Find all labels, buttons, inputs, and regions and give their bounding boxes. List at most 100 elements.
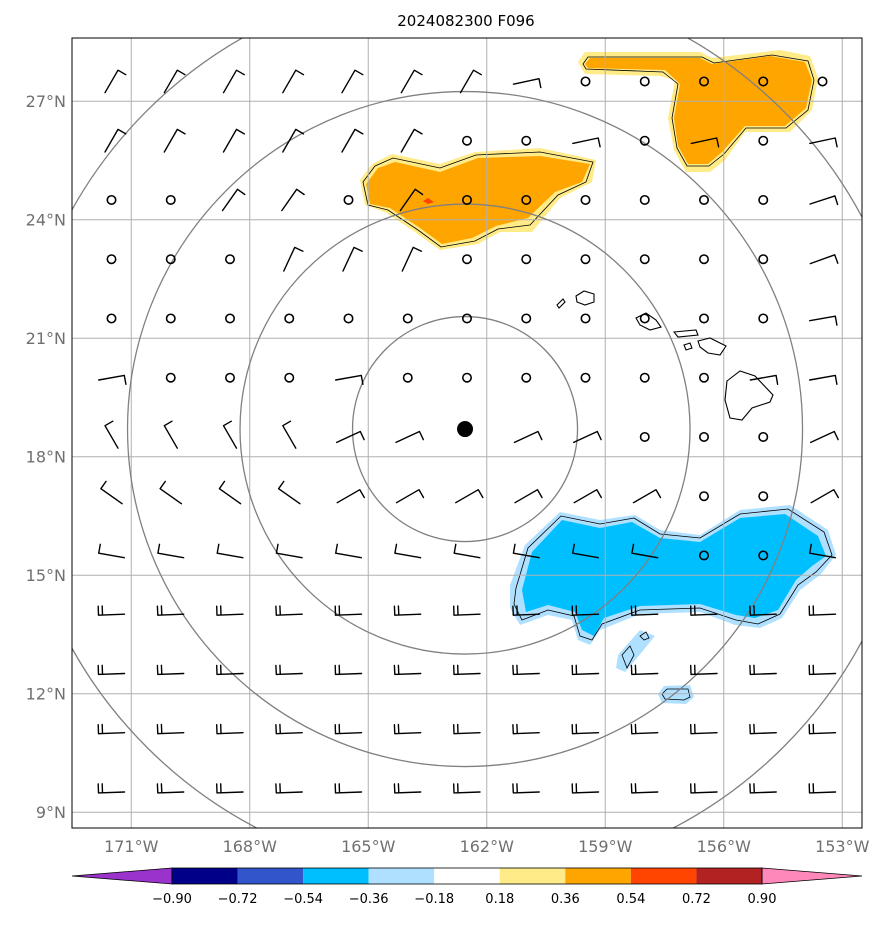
longitude-tick-labels: 171°W 168°W 165°W 162°W 159°W 156°W 153°W [104,837,870,856]
wind-barb [809,315,838,326]
colorbar-extend-high [761,867,863,885]
calm-wind-marker [758,254,769,265]
wind-barb [808,605,837,616]
wind-barb [630,605,659,616]
wind-barb [630,783,659,794]
calm-wind-marker [106,254,117,265]
calm-wind-marker [521,372,532,383]
lon-tick-label: 159°W [578,837,633,856]
calm-wind-marker [521,254,532,265]
calm-wind-marker [639,372,650,383]
calm-wind-marker [639,76,650,87]
calm-wind-marker [284,313,295,324]
wind-barb [336,430,365,444]
small-negative-anomaly-1 [616,630,655,672]
wind-barb [453,605,481,616]
calm-wind-marker [758,313,769,324]
colorbar-tick-label: −0.18 [414,892,454,907]
calm-wind-marker [461,135,472,146]
wind-barb [453,783,481,794]
colorbar-segment [368,868,435,884]
big-island [724,370,774,421]
lat-tick-label: 9°N [36,803,66,822]
calm-wind-marker [461,194,472,205]
wind-barb [400,128,423,153]
calm-wind-marker [580,76,591,87]
wind-barb [222,128,245,153]
wind-barb [97,664,126,676]
storm-center-marker [457,421,474,438]
calm-wind-marker [758,491,769,502]
northeast-contour [582,54,815,167]
calm-wind-marker [165,313,176,324]
wind-barb [104,69,127,94]
wind-barb [809,543,836,559]
wind-barb [690,783,718,794]
wind-barb [571,664,600,676]
lat-tick-label: 15°N [26,566,66,585]
range-ring [126,90,804,768]
lanai-island [683,342,693,351]
small-contour-3 [661,688,691,701]
wind-barb [394,543,422,559]
calm-wind-marker [225,372,236,383]
colorbar-tick-label: 0.54 [616,892,645,907]
wind-barb [690,664,718,676]
central-contour [362,151,594,248]
wind-barb [571,723,600,735]
wind-barb [810,430,839,444]
lat-tick-label: 18°N [26,448,66,467]
wind-barb [459,69,482,94]
lon-tick-label: 171°W [104,837,159,856]
wind-barb [393,723,422,735]
colorbar-segment [565,868,631,884]
map-panel [72,38,862,828]
calm-wind-marker [165,254,176,265]
colorbar-segment [630,868,697,884]
wind-barb [571,605,600,616]
wind-barb [104,420,119,449]
wind-barbs [97,69,839,794]
wind-barb [810,489,839,504]
calm-wind-marker [639,135,650,146]
calm-wind-marker [521,135,532,146]
lon-tick-label: 165°W [341,837,396,856]
wind-barb [156,723,185,735]
wind-barb [809,254,839,265]
wind-barb [216,605,244,616]
wind-barb [157,543,185,559]
colorbar-tick-label: 0.36 [551,892,580,907]
wind-barb [282,69,305,94]
colorbar-segment [499,868,566,884]
colorbar-segment [237,868,304,884]
wind-barb [572,137,601,148]
colorbar-segment [434,868,500,884]
wind-barb [749,664,777,676]
calm-wind-marker [639,431,650,442]
wind-barb [632,489,662,504]
calm-wind-marker [580,254,591,265]
calm-wind-marker [639,313,650,324]
wind-barb [156,783,185,794]
wind-barb [395,489,425,504]
wind-barb [98,374,127,385]
colorbar-tick-label: −0.36 [349,892,389,907]
wind-barb [97,723,126,735]
wind-barb [512,783,540,794]
wind-barb [749,783,777,794]
northeast-positive-anomaly-inner [585,56,812,164]
colorbar-tick-label: 0.72 [682,892,711,907]
wind-barb [104,128,127,153]
wind-barb [808,664,837,676]
wind-barb [809,137,838,148]
wind-barb [335,543,362,559]
wind-barb [809,374,838,385]
wind-barb [514,489,543,504]
latitude-tick-labels: 27°N 24°N 21°N 18°N 15°N 12°N 9°N [26,92,66,822]
anomaly-contours [362,54,833,701]
wind-barb [571,783,600,794]
calm-wind-marker [758,550,769,561]
calm-wind-marker [698,372,709,383]
wind-barb [336,489,365,504]
